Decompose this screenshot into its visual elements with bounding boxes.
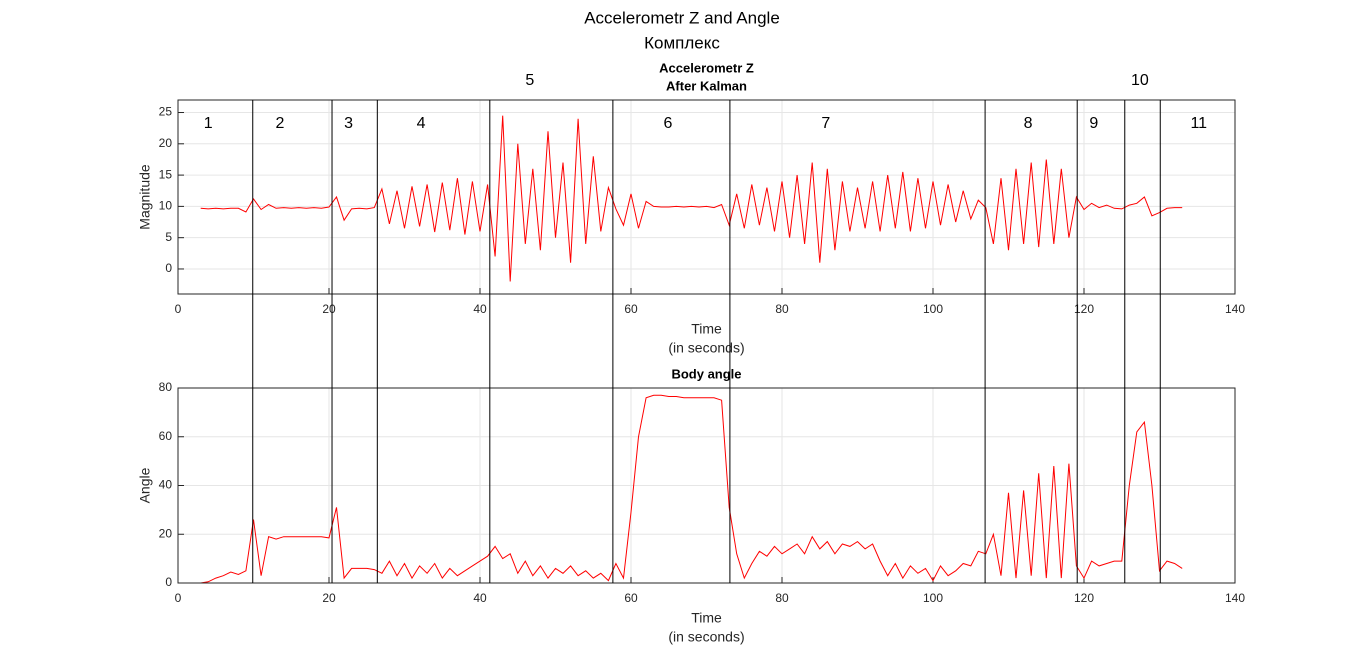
y-tick-label: 0 [165, 261, 172, 275]
chart-title: Accelerometr Z [659, 60, 754, 75]
segment-label: 8 [1024, 115, 1033, 132]
segment-label: 11 [1190, 115, 1207, 132]
x-tick-label: 140 [1225, 591, 1245, 605]
x-tick-label: 20 [322, 302, 336, 316]
x-tick-label: 80 [775, 591, 789, 605]
y-tick-label: 15 [159, 167, 173, 181]
x-tick-label: 100 [923, 302, 943, 316]
y-tick-label: 20 [159, 526, 173, 540]
x-tick-label: 60 [624, 591, 638, 605]
segment-label: 3 [344, 115, 353, 132]
segment-label: 10 [1131, 72, 1149, 89]
x-tick-label: 60 [624, 302, 638, 316]
y-tick-label: 20 [159, 136, 173, 150]
chart-title: Body angle [671, 366, 741, 381]
figure-subtitle: Комплекс [644, 33, 720, 52]
x-tick-label: 20 [322, 591, 336, 605]
segment-label: 2 [275, 115, 284, 132]
y-tick-label: 25 [159, 105, 173, 119]
y-tick-label: 80 [159, 380, 173, 394]
chart-subtitle: After Kalman [666, 78, 747, 93]
axes-box [177, 387, 1236, 584]
segment-label: 9 [1089, 115, 1098, 132]
segment-label: 4 [417, 115, 426, 132]
data-line [200, 394, 1183, 584]
y-tick-label: 0 [165, 575, 172, 589]
segment-label: 5 [525, 72, 534, 89]
x-tick-label: 0 [175, 591, 182, 605]
y-tick-label: 10 [159, 199, 173, 213]
y-axis-label: Angle [137, 467, 153, 503]
x-tick-label: 0 [175, 302, 182, 316]
x-tick-label: 100 [923, 591, 943, 605]
y-tick-label: 5 [165, 230, 172, 244]
x-tick-label: 120 [1074, 591, 1094, 605]
x-axis-label: Time [691, 610, 722, 626]
x-tick-label: 120 [1074, 302, 1094, 316]
data-line [200, 115, 1183, 282]
axes-box [177, 99, 1236, 295]
segment-label: 1 [204, 115, 213, 132]
x-tick-label: 40 [473, 591, 487, 605]
x-tick-label: 40 [473, 302, 487, 316]
x-tick-label: 80 [775, 302, 789, 316]
x-axis-label: (in seconds) [668, 340, 744, 356]
y-tick-label: 60 [159, 429, 173, 443]
x-axis-label: (in seconds) [668, 629, 744, 645]
x-axis-label: Time [691, 321, 722, 337]
figure-title: Accelerometr Z and Angle [584, 8, 780, 27]
segment-label: 7 [821, 115, 830, 132]
segment-label: 6 [664, 115, 673, 132]
y-axis-label: Magnitude [137, 164, 153, 230]
y-tick-label: 40 [159, 478, 173, 492]
x-tick-label: 140 [1225, 302, 1245, 316]
